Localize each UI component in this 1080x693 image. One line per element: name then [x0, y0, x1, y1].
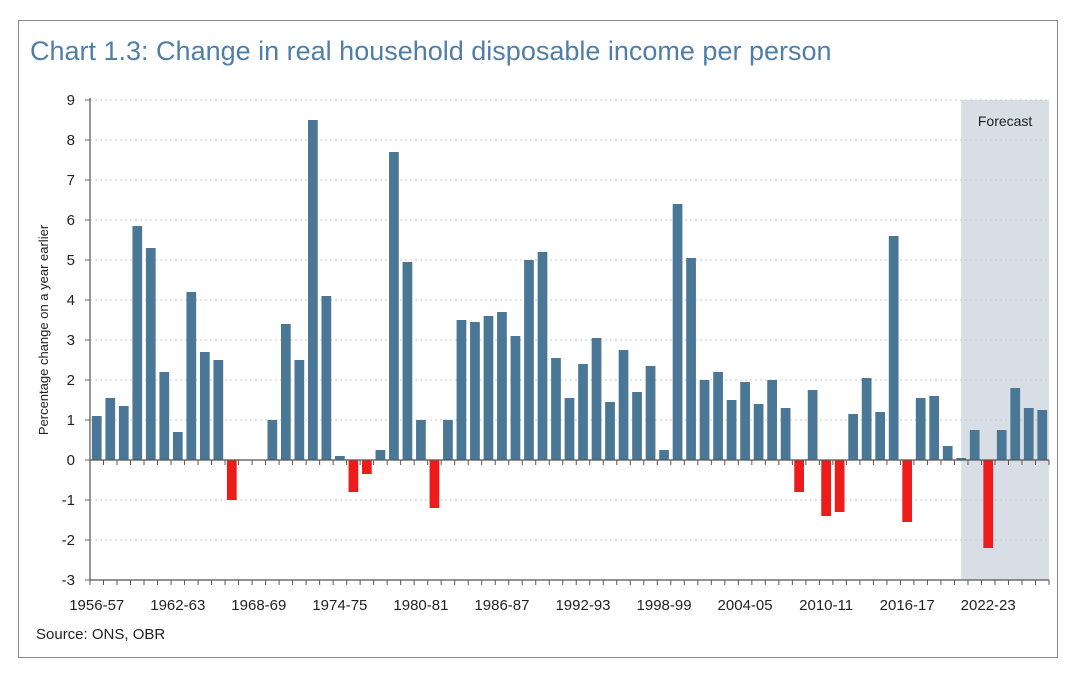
bar	[672, 204, 683, 460]
y-tick-label: 1	[67, 412, 75, 429]
x-tick-label: 1968-69	[231, 597, 286, 614]
bar	[713, 372, 723, 460]
bar	[942, 446, 953, 460]
bar	[537, 252, 548, 460]
x-tick-label: 2010-11	[799, 597, 853, 614]
y-tick-label: -3	[62, 572, 75, 589]
bar	[199, 352, 210, 460]
bar	[875, 412, 886, 460]
bar	[956, 458, 967, 460]
bar	[443, 420, 453, 460]
bar	[996, 430, 1007, 460]
x-tick-label: 1998-99	[637, 597, 692, 614]
bar	[497, 312, 507, 460]
y-tick-label: 8	[67, 132, 75, 149]
bar	[389, 152, 399, 460]
bar	[740, 382, 750, 460]
bar	[888, 236, 899, 460]
bar	[794, 460, 804, 492]
bar	[726, 400, 737, 460]
bar	[969, 430, 980, 460]
bar	[659, 450, 669, 460]
forecast-label: Forecast	[978, 113, 1033, 129]
x-tick-label: 1956-57	[69, 597, 124, 614]
x-tick-label: 2022-23	[961, 597, 1016, 614]
bar	[983, 460, 994, 548]
x-tick-label: 2004-05	[718, 597, 773, 614]
bar	[470, 322, 480, 460]
x-tick-label: 2016-17	[880, 597, 935, 614]
y-tick-label: 2	[67, 372, 75, 389]
chart-source: Source: ONS, OBR	[36, 626, 166, 643]
bar	[1037, 410, 1048, 460]
y-tick-label: -2	[62, 532, 75, 549]
x-tick-label: 1992-93	[555, 597, 610, 614]
bar	[929, 396, 940, 460]
bar	[767, 380, 777, 460]
y-axis-label: Percentage change on a year earlier	[36, 224, 51, 435]
y-tick-label: 5	[67, 252, 75, 269]
bar	[362, 460, 372, 474]
bar	[564, 398, 575, 460]
bar	[699, 380, 710, 460]
x-tick-label: 1962-63	[150, 597, 205, 614]
bar	[618, 350, 629, 460]
y-tick-label: 4	[67, 292, 75, 309]
bar	[1010, 388, 1021, 460]
bar	[159, 372, 170, 460]
bar	[213, 360, 224, 460]
bar	[578, 364, 588, 460]
bar	[294, 360, 305, 460]
bar	[456, 320, 467, 460]
bar	[348, 460, 359, 492]
bar	[510, 336, 521, 460]
bar	[902, 460, 913, 522]
bar	[834, 460, 845, 512]
y-tick-label: 3	[67, 332, 75, 349]
bar	[105, 398, 116, 460]
bar	[335, 456, 345, 460]
y-tick-label: 0	[67, 452, 75, 469]
y-tick-label: -1	[62, 492, 75, 509]
bar	[416, 420, 426, 460]
bar	[429, 460, 440, 508]
bar	[226, 460, 237, 500]
bar	[821, 460, 831, 516]
bar	[186, 292, 197, 460]
y-tick-label: 9	[67, 92, 75, 109]
bar	[91, 416, 102, 460]
y-tick-label: 7	[67, 172, 75, 189]
bar	[524, 260, 534, 460]
bar	[267, 420, 278, 460]
bar	[605, 402, 615, 460]
chart-title: Chart 1.3: Change in real household disp…	[30, 36, 832, 66]
bar	[280, 324, 291, 460]
bar	[145, 248, 156, 460]
bar	[402, 262, 413, 460]
bar	[753, 404, 764, 460]
bar	[321, 296, 332, 460]
bar	[686, 258, 696, 460]
x-tick-label: 1986-87	[474, 597, 529, 614]
bar	[632, 392, 642, 460]
bar	[591, 338, 602, 460]
bar	[780, 408, 791, 460]
x-tick-label: 1980-81	[393, 597, 448, 614]
y-tick-label: 6	[67, 212, 75, 229]
bar	[915, 398, 926, 460]
x-tick-label: 1974-75	[312, 597, 367, 614]
bar	[132, 226, 143, 460]
bar	[118, 406, 129, 460]
bar	[861, 378, 872, 460]
bar	[645, 366, 656, 460]
bar	[375, 450, 386, 460]
bar	[308, 120, 318, 460]
bar	[1023, 408, 1034, 460]
bar	[483, 316, 494, 460]
bar	[551, 358, 561, 460]
bar	[807, 390, 818, 460]
bar	[172, 432, 183, 460]
bar	[848, 414, 859, 460]
